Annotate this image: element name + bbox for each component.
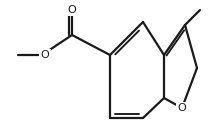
Text: O: O	[41, 50, 49, 60]
Text: O: O	[68, 5, 76, 15]
Text: O: O	[178, 103, 186, 113]
